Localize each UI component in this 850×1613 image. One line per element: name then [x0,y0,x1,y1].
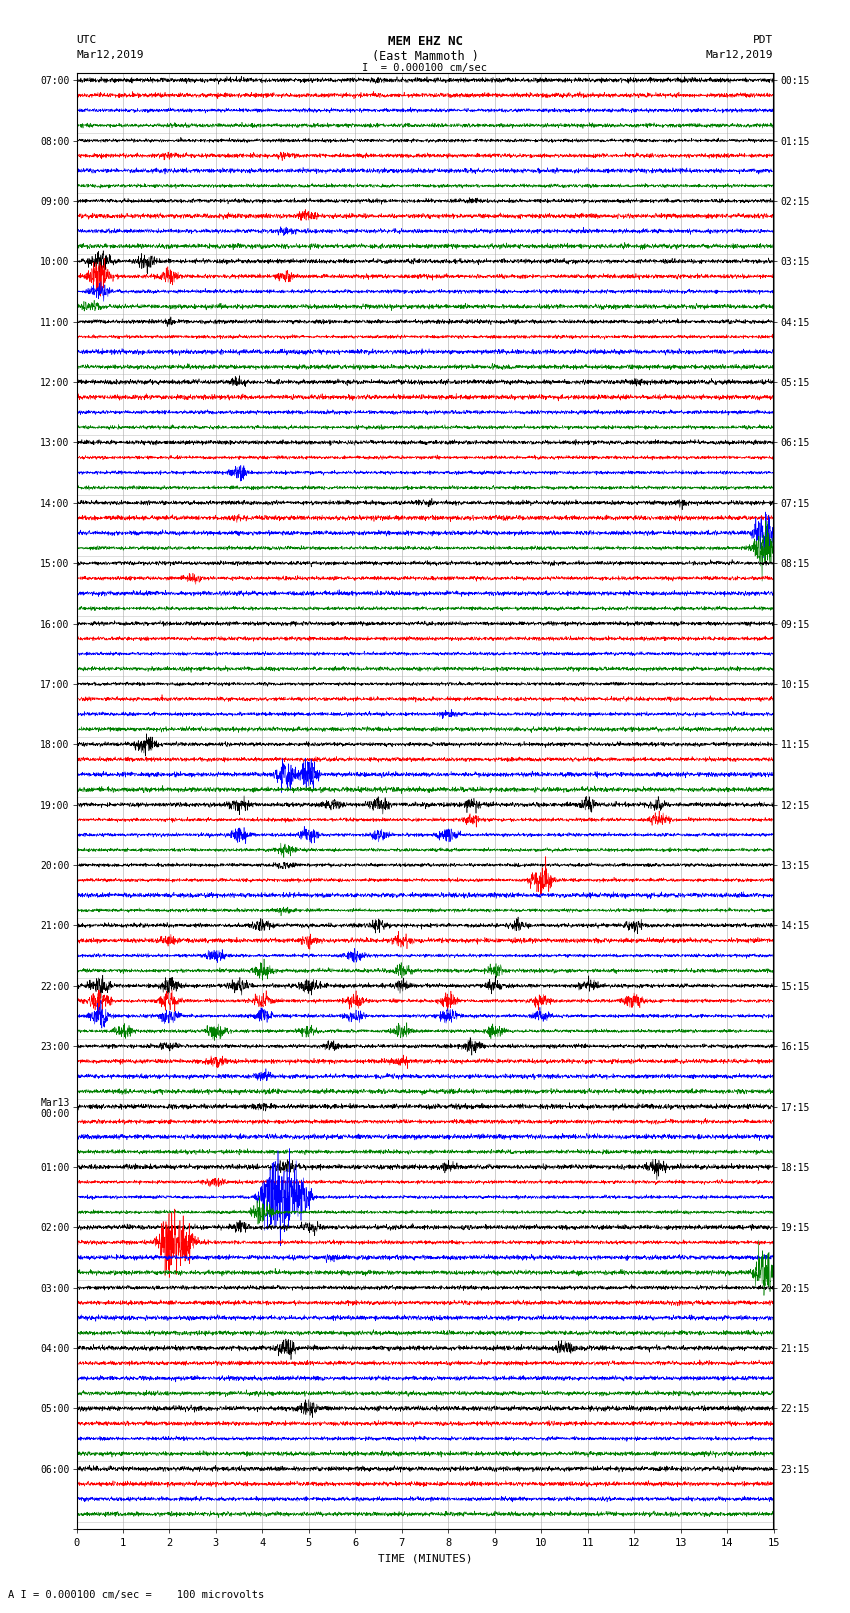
Text: PDT: PDT [753,35,774,45]
Text: UTC: UTC [76,35,97,45]
Text: Mar12,2019: Mar12,2019 [76,50,144,60]
Text: Mar12,2019: Mar12,2019 [706,50,774,60]
Text: I  = 0.000100 cm/sec: I = 0.000100 cm/sec [362,63,488,73]
X-axis label: TIME (MINUTES): TIME (MINUTES) [377,1553,473,1563]
Text: A I = 0.000100 cm/sec =    100 microvolts: A I = 0.000100 cm/sec = 100 microvolts [8,1590,264,1600]
Text: MEM EHZ NC: MEM EHZ NC [388,35,462,48]
Text: (East Mammoth ): (East Mammoth ) [371,50,479,63]
